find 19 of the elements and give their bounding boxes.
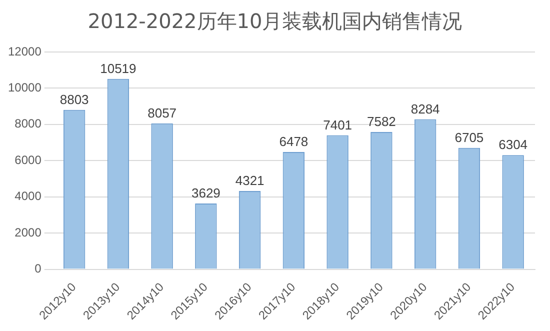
data-label: 3629 bbox=[191, 186, 220, 201]
y-tick-label: 0 bbox=[34, 262, 42, 276]
data-label: 10519 bbox=[100, 60, 136, 76]
y-tick-label: 2000 bbox=[14, 225, 42, 240]
data-label: 8803 bbox=[60, 92, 89, 107]
chart-title: 2012-2022历年10月装载机国内销售情况 bbox=[86, 8, 464, 35]
data-label: 8284 bbox=[410, 101, 440, 116]
y-tick-label: 10000 bbox=[8, 80, 42, 95]
data-label: 4321 bbox=[235, 173, 264, 188]
y-tick-label: 6000 bbox=[14, 152, 42, 167]
y-tick-label: 8000 bbox=[14, 116, 42, 131]
data-label: 6478 bbox=[279, 134, 308, 150]
data-label: 7401 bbox=[323, 117, 352, 132]
data-label: 6304 bbox=[498, 137, 528, 152]
data-label: 6705 bbox=[454, 130, 484, 145]
y-tick-label: 4000 bbox=[14, 189, 42, 204]
data-label: 8057 bbox=[148, 105, 177, 120]
y-tick-label: 12000 bbox=[8, 44, 42, 58]
data-label: 7582 bbox=[366, 114, 396, 130]
